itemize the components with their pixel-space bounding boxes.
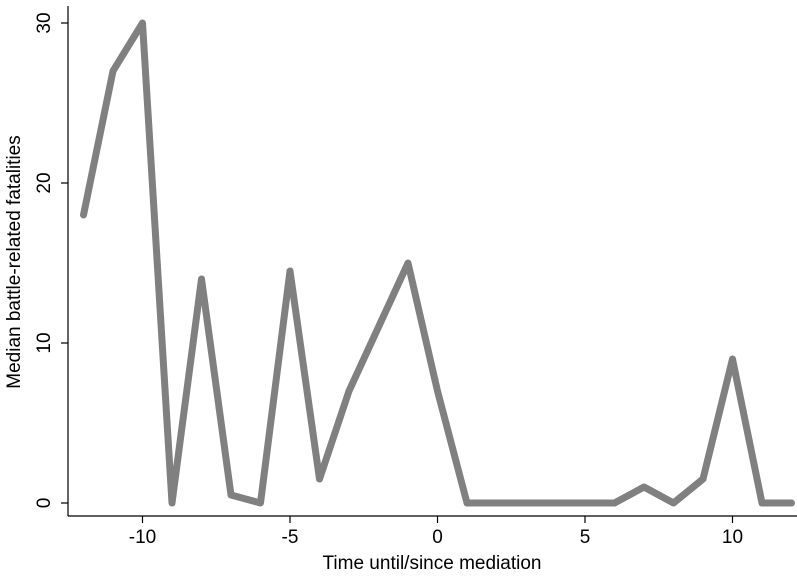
x-tick-label: 0: [432, 527, 443, 548]
x-tick-label: 5: [580, 527, 591, 548]
series-line: [80, 19, 795, 507]
y-tick-label: 20: [34, 172, 55, 193]
x-tick-label: 10: [722, 527, 743, 548]
tick-labels: -10 -5 0 5 10 0 10 20 30: [34, 12, 743, 548]
y-tick-label: 10: [34, 332, 55, 353]
x-tick-label: -5: [282, 527, 299, 548]
tick-marks: [61, 22, 734, 523]
x-tick-label: -10: [129, 527, 156, 548]
x-axis-title: Time until/since mediation: [323, 553, 542, 574]
y-tick-label: 0: [34, 498, 55, 509]
y-axis-title: Median battle-related fatalities: [4, 135, 25, 388]
axes: [67, 6, 797, 517]
y-tick-label: 30: [34, 12, 55, 33]
